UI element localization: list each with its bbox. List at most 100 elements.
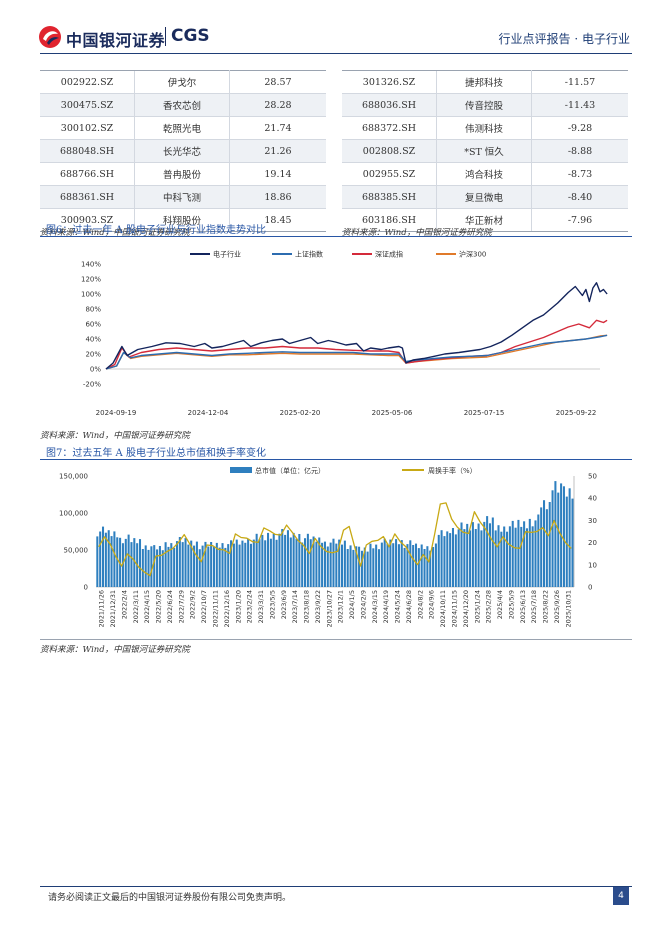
market-cap-bar xyxy=(144,545,147,587)
market-cap-bar xyxy=(193,545,196,587)
stock-code-cell: 002808.SZ xyxy=(342,139,437,163)
market-cap-bar xyxy=(434,543,437,587)
market-cap-bar xyxy=(138,539,142,587)
market-cap-bar xyxy=(212,546,215,587)
market-cap-bar xyxy=(264,540,267,587)
y-right-tick-label: 10 xyxy=(588,561,597,569)
x-tick-label: 2024-09-19 xyxy=(96,409,137,417)
y-left-tick-label: 100,000 xyxy=(59,510,88,518)
pct-change-cell: 28.28 xyxy=(229,93,326,117)
market-cap-bar xyxy=(525,528,528,587)
market-cap-bar xyxy=(486,516,489,587)
market-cap-bar xyxy=(218,547,221,587)
x-tick-label: 2024/12/20 xyxy=(462,590,470,627)
market-cap-bar xyxy=(543,500,546,587)
y-tick-label: 100% xyxy=(81,291,101,299)
market-cap-bar xyxy=(471,522,474,587)
market-cap-bar xyxy=(261,534,264,587)
legend-label: 上证指数 xyxy=(295,250,323,259)
y-right-tick-label: 30 xyxy=(588,517,597,525)
market-cap-bar xyxy=(463,529,466,587)
market-cap-bar xyxy=(230,540,233,587)
stock-name-cell: 复旦微电 xyxy=(436,185,532,209)
x-tick-label: 2024/4/19 xyxy=(382,590,390,623)
x-tick-label: 2023/10/27 xyxy=(325,590,333,627)
pct-change-cell: -9.28 xyxy=(531,116,628,140)
market-cap-bar xyxy=(258,539,261,587)
market-cap-bar xyxy=(562,486,565,587)
market-cap-bar xyxy=(153,545,156,587)
market-cap-bar xyxy=(326,546,329,587)
stock-name-cell: 中科飞测 xyxy=(134,185,230,209)
table-row: 300475.SZ 香农芯创 28.28 xyxy=(40,93,326,117)
stock-code-cell: 688048.SH xyxy=(40,139,135,163)
stock-name-cell: 普冉股份 xyxy=(134,162,230,186)
stock-code-cell: 002955.SZ xyxy=(342,162,437,186)
market-cap-bar xyxy=(338,539,341,587)
footer-disclaimer: 请务必阅读正文最后的中国银河证券股份有限公司免责声明。 xyxy=(48,893,292,903)
pct-change-cell: 21.26 xyxy=(229,139,326,163)
fig6-source: 资料来源：Wind，中国银河证券研究院 xyxy=(40,431,190,441)
market-cap-bar xyxy=(375,544,378,587)
market-cap-bar xyxy=(312,536,315,587)
market-cap-bar xyxy=(224,547,227,587)
market-cap-bar xyxy=(377,549,381,587)
market-cap-bar xyxy=(557,492,560,587)
market-cap-bar xyxy=(460,522,463,587)
market-cap-bar xyxy=(517,519,520,587)
x-tick-label: 2024-12-04 xyxy=(188,409,229,417)
table-row: 688036.SH 传音控股 -11.43 xyxy=(342,93,628,117)
x-tick-label: 2024/8/2 xyxy=(416,590,424,619)
source-note-left: 资料来源：Wind，中国银河证券研究院 xyxy=(40,228,190,238)
market-cap-bar xyxy=(454,534,457,587)
market-cap-bar xyxy=(432,547,435,587)
stock-code-cell: 688372.SH xyxy=(342,116,437,140)
market-cap-bar xyxy=(451,528,454,587)
market-cap-bar xyxy=(175,541,179,587)
market-cap-bar xyxy=(244,542,247,587)
market-cap-bar xyxy=(227,544,230,587)
market-cap-bar xyxy=(170,543,173,587)
stock-name-cell: *ST 恒久 xyxy=(436,139,532,163)
market-cap-bar xyxy=(156,549,159,587)
x-tick-label: 2022/6/24 xyxy=(166,590,174,623)
x-tick-label: 2025-07-15 xyxy=(464,409,505,417)
market-cap-bar xyxy=(520,526,523,587)
market-cap-bar xyxy=(545,509,548,587)
market-cap-bar xyxy=(141,549,144,587)
x-tick-label: 2023/3/31 xyxy=(257,590,265,623)
x-tick-label: 2023/1/20 xyxy=(234,590,242,623)
market-cap-bar xyxy=(548,502,551,587)
market-cap-bar xyxy=(389,539,392,587)
market-cap-bar xyxy=(449,533,452,587)
market-cap-bar xyxy=(101,526,105,587)
market-cap-bar xyxy=(249,543,252,587)
market-cap-bar xyxy=(406,544,409,587)
market-cap-bar xyxy=(238,544,241,587)
market-cap-bar xyxy=(195,541,198,587)
market-cap-bar xyxy=(440,530,443,587)
market-cap-bar xyxy=(298,534,301,587)
pct-change-cell: -8.40 xyxy=(531,185,628,209)
legend-swatch xyxy=(230,467,252,473)
market-cap-bar xyxy=(232,543,235,587)
stock-code-cell: 300903.SZ xyxy=(40,208,135,232)
fig7-source: 资料来源：Wind，中国银河证券研究院 xyxy=(40,645,190,655)
x-tick-label: 2025/5/9 xyxy=(507,590,515,619)
market-cap-bar xyxy=(107,530,110,587)
market-cap-bar xyxy=(466,523,469,587)
market-cap-bar xyxy=(446,531,449,587)
market-cap-bar xyxy=(321,542,324,587)
y-left-tick-label: 150,000 xyxy=(59,473,88,481)
market-cap-bar xyxy=(318,537,321,587)
x-tick-label: 2025/1/24 xyxy=(473,590,481,623)
x-tick-label: 2024/9/6 xyxy=(428,590,436,619)
market-cap-bar xyxy=(133,538,136,587)
pct-change-cell: -7.96 xyxy=(531,208,628,232)
table-row: 688766.SH 普冉股份 19.14 xyxy=(40,162,326,186)
market-cap-bar xyxy=(178,537,181,587)
market-cap-bar xyxy=(488,523,491,587)
market-cap-bar xyxy=(474,529,477,587)
market-cap-bar xyxy=(306,533,309,587)
y-right-tick-label: 20 xyxy=(588,539,597,547)
